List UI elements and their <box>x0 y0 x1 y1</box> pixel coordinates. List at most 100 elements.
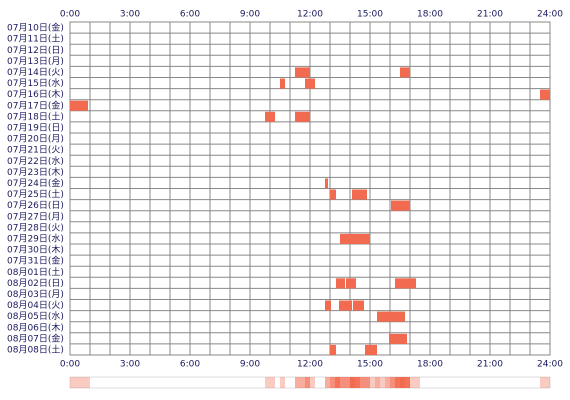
density-cell <box>330 377 335 388</box>
x-tick-label-bottom: 9:00 <box>240 360 260 370</box>
density-cell <box>335 377 340 388</box>
activity-bar <box>325 178 328 189</box>
activity-bar <box>70 100 88 111</box>
row-label: 07月15日(水) <box>7 77 64 89</box>
x-tick-label-bottom: 15:00 <box>357 360 383 370</box>
density-cell <box>415 377 420 388</box>
density-cell <box>375 377 380 388</box>
x-tick-label-top: 24:00 <box>537 10 563 20</box>
density-cell <box>410 377 415 388</box>
row-label: 08月04日(火) <box>7 300 64 311</box>
activity-bar <box>352 189 367 200</box>
x-tick-label-top: 0:00 <box>60 10 80 20</box>
activity-bar <box>280 78 285 89</box>
activity-bar <box>377 311 405 322</box>
row-label: 08月08日(土) <box>7 343 64 355</box>
activity-bar <box>325 300 331 311</box>
activity-bar <box>400 67 410 78</box>
activity-bar <box>295 67 310 78</box>
row-label: 07月27日(月) <box>7 211 64 222</box>
density-cell <box>305 377 310 388</box>
x-tick-label-bottom: 12:00 <box>297 360 323 370</box>
x-tick-label-bottom: 0:00 <box>60 360 80 370</box>
x-tick-label-top: 9:00 <box>240 10 260 20</box>
density-cell <box>545 377 550 388</box>
row-label: 07月13日(月) <box>7 56 64 67</box>
row-label: 07月31日(金) <box>7 255 64 267</box>
density-cell <box>85 377 90 388</box>
row-label: 08月05日(水) <box>7 310 64 322</box>
activity-bar <box>330 189 336 200</box>
x-tick-label-top: 18:00 <box>417 10 443 20</box>
density-cell <box>370 377 375 388</box>
activity-bar <box>265 111 275 122</box>
row-label: 08月07日(金) <box>7 332 64 344</box>
row-label: 07月19日(日) <box>7 122 64 133</box>
row-label: 07月18日(土) <box>7 110 64 122</box>
row-label: 08月02日(日) <box>7 278 64 289</box>
row-label: 07月23日(木) <box>7 166 64 178</box>
activity-bar <box>389 333 407 344</box>
x-tick-label-bottom: 3:00 <box>120 360 140 370</box>
row-label: 07月21日(火) <box>7 145 64 156</box>
activity-bar <box>540 89 550 100</box>
row-label: 07月16日(木) <box>7 88 64 100</box>
activity-bar <box>336 278 345 289</box>
x-tick-label-bottom: 24:00 <box>537 360 563 370</box>
x-tick-label-bottom: 18:00 <box>417 360 443 370</box>
density-cell <box>75 377 80 388</box>
density-cell <box>280 377 285 388</box>
activity-bar <box>305 78 315 89</box>
row-label: 07月17日(金) <box>7 99 64 111</box>
density-cell <box>310 377 315 388</box>
row-label: 07月14日(火) <box>7 67 64 78</box>
density-cell <box>390 377 395 388</box>
x-tick-label-top: 12:00 <box>297 10 323 20</box>
density-cell <box>70 377 75 388</box>
row-label: 08月06日(木) <box>7 321 64 333</box>
activity-bar <box>340 233 370 244</box>
activity-bar <box>339 300 352 311</box>
activity-bar <box>346 278 356 289</box>
row-label: 08月01日(土) <box>7 266 64 278</box>
row-label: 07月30日(木) <box>7 244 64 256</box>
row-label: 07月26日(日) <box>7 200 64 211</box>
activity-bar <box>391 200 410 211</box>
density-cell <box>540 377 545 388</box>
density-cell <box>300 377 305 388</box>
row-label: 07月25日(土) <box>7 188 64 200</box>
density-cell <box>295 377 300 388</box>
row-label: 07月12日(日) <box>7 45 64 56</box>
density-cell <box>325 377 330 388</box>
row-label: 07月28日(火) <box>7 222 64 233</box>
x-tick-label-top: 15:00 <box>357 10 383 20</box>
activity-bar <box>330 344 336 355</box>
activity-bar <box>295 111 310 122</box>
density-cell <box>380 377 385 388</box>
density-cell <box>365 377 370 388</box>
row-label: 07月11日(土) <box>7 33 64 45</box>
row-label: 08月03日(月) <box>7 289 64 300</box>
density-cell <box>270 377 275 388</box>
x-tick-label-top: 6:00 <box>180 10 200 20</box>
activity-bar <box>353 300 364 311</box>
density-cell <box>405 377 410 388</box>
activity-bar <box>395 278 416 289</box>
density-cell <box>350 377 355 388</box>
x-tick-label-bottom: 6:00 <box>180 360 200 370</box>
density-cell <box>360 377 365 388</box>
density-cell <box>395 377 400 388</box>
x-tick-label-top: 3:00 <box>120 10 140 20</box>
x-tick-label-bottom: 21:00 <box>477 360 503 370</box>
density-cell <box>265 377 270 388</box>
row-label: 07月24日(金) <box>7 177 64 189</box>
row-label: 07月29日(水) <box>7 232 64 244</box>
density-cell <box>400 377 405 388</box>
activity-bar <box>365 344 377 355</box>
density-cell <box>345 377 350 388</box>
density-cell <box>80 377 85 388</box>
row-label: 07月10日(金) <box>7 22 64 34</box>
density-cell <box>355 377 360 388</box>
density-cell <box>385 377 390 388</box>
